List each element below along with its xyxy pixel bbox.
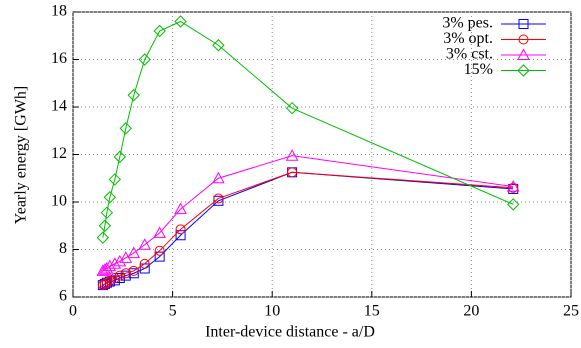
x-tick-label: 10 [264, 303, 280, 320]
marker [98, 219, 112, 232]
marker [138, 238, 152, 250]
marker [154, 245, 165, 256]
marker [103, 191, 117, 204]
legend-label: 3% cst. [446, 46, 493, 63]
marker [175, 224, 186, 235]
marker [120, 270, 131, 281]
x-tick-label: 0 [69, 303, 77, 320]
marker [153, 24, 166, 38]
marker [114, 270, 125, 281]
marker [104, 275, 115, 286]
marker [113, 254, 127, 267]
y-tick-label: 10 [51, 193, 67, 210]
y-tick-label: 12 [51, 145, 67, 162]
marker [109, 273, 120, 283]
marker [138, 53, 151, 66]
y-tick-label: 8 [59, 240, 67, 257]
marker [113, 150, 127, 164]
marker [175, 230, 186, 241]
legend-label: 3% opt. [443, 30, 493, 47]
marker [119, 122, 132, 135]
legend-label: 15% [464, 61, 493, 78]
marker [127, 88, 140, 102]
marker [285, 149, 299, 161]
marker [174, 202, 187, 215]
marker [213, 195, 224, 206]
marker [139, 258, 150, 269]
marker [128, 265, 139, 276]
marker [108, 173, 122, 186]
marker [213, 193, 224, 204]
y-tick-label: 16 [51, 50, 67, 67]
marker [212, 39, 225, 52]
marker [103, 259, 117, 272]
legend-marker [518, 19, 529, 29]
y-axis-label: Yearly energy [GWh] [13, 86, 30, 224]
marker [212, 171, 225, 184]
series-line [102, 171, 514, 286]
marker [154, 251, 165, 262]
marker [506, 180, 520, 192]
marker [285, 101, 299, 115]
y-tick-label: 6 [59, 288, 67, 305]
x-tick-label: 20 [463, 303, 479, 320]
marker [507, 198, 520, 211]
x-tick-label: 15 [364, 303, 380, 320]
marker [153, 226, 166, 238]
series-line [102, 20, 514, 238]
marker [287, 167, 298, 178]
legend-marker [517, 64, 530, 77]
legend-marker [518, 34, 529, 45]
marker [508, 182, 519, 193]
y-tick-label: 18 [51, 3, 67, 20]
series-line [102, 171, 514, 286]
marker [96, 231, 110, 244]
y-tick-label: 14 [51, 98, 67, 115]
x-tick-label: 25 [563, 303, 579, 320]
legend-label: 3% pes. [442, 15, 493, 32]
marker [127, 246, 141, 259]
marker [174, 15, 187, 28]
marker [100, 206, 114, 219]
x-tick-label: 5 [169, 303, 177, 320]
legend-marker [517, 48, 530, 60]
marker [98, 263, 112, 275]
marker [108, 257, 122, 269]
marker [99, 278, 110, 289]
marker [120, 268, 131, 279]
marker [128, 268, 139, 279]
marker [101, 277, 112, 288]
x-axis-label: Inter-device distance - a/D [205, 324, 375, 341]
